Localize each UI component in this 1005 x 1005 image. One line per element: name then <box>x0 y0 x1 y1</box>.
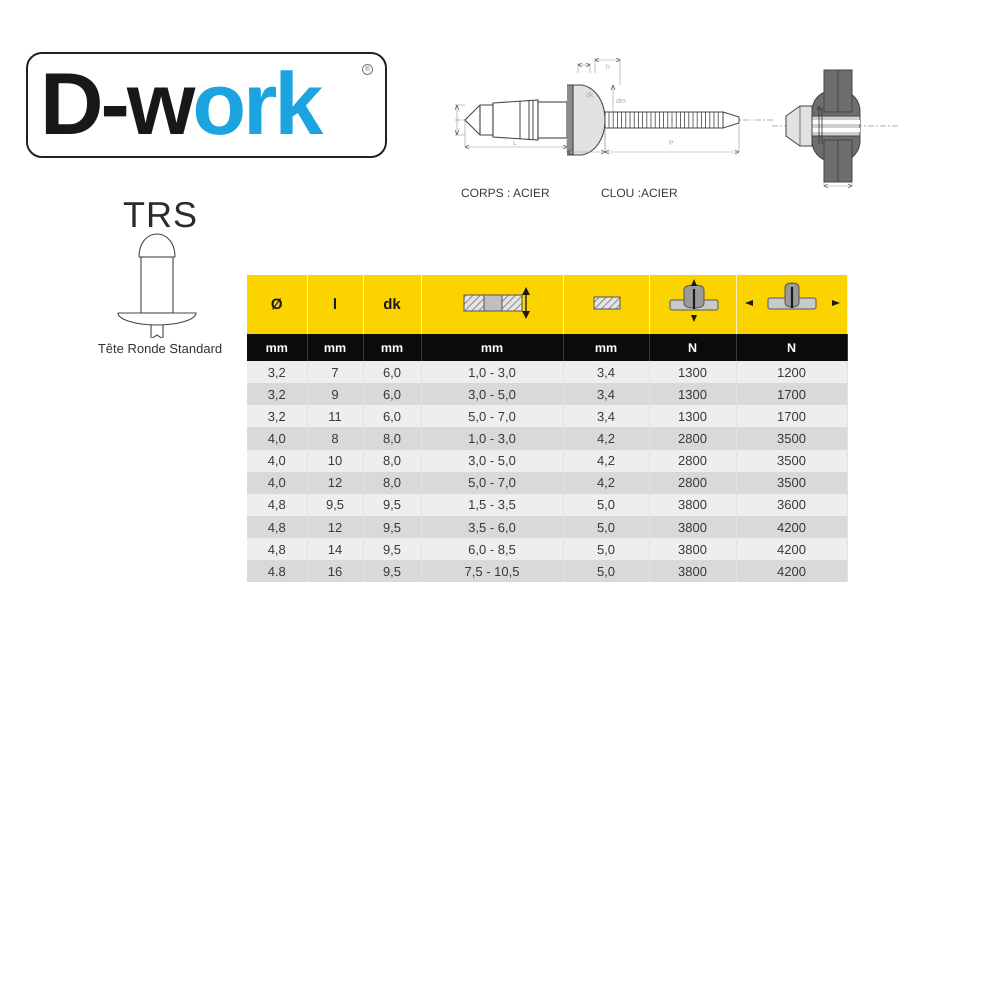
svg-text:dm: dm <box>616 97 626 105</box>
svg-text:P: P <box>669 140 674 147</box>
svg-text:dk: dk <box>586 91 594 99</box>
svg-text:L: L <box>513 140 517 147</box>
svg-text:h: h <box>606 63 610 71</box>
